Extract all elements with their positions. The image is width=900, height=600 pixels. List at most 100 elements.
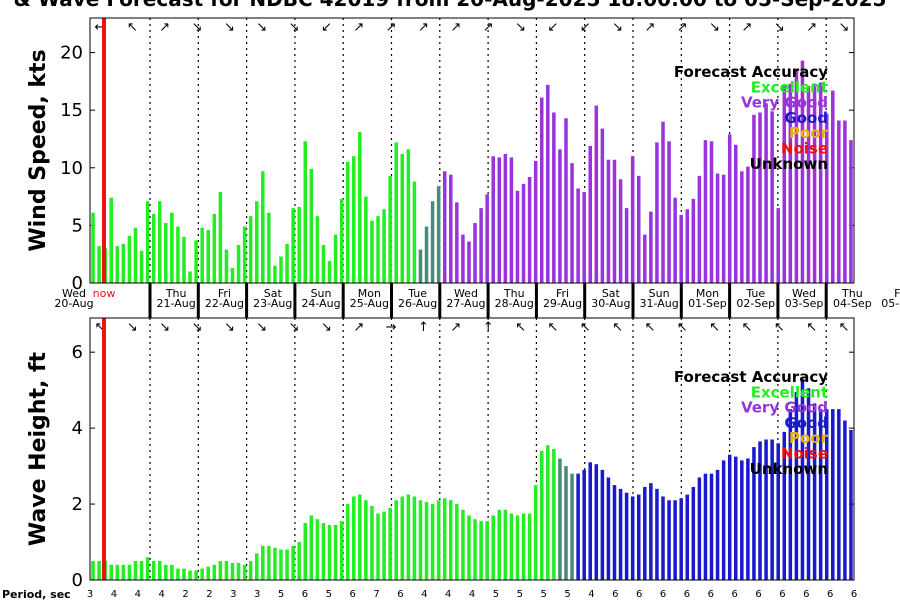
bar [843,420,847,580]
bar [406,494,411,580]
bar [297,206,301,283]
day-separator [776,283,780,318]
bar [109,564,113,580]
bar [727,134,732,283]
bar [624,492,629,580]
bar [358,132,362,283]
day-name-label: Wed [454,287,478,300]
direction-arrow: ↗ [806,20,817,35]
direction-arrow: ↑ [483,320,494,335]
legend-item: Noise [781,445,828,463]
direction-arrow: ↖ [742,320,753,335]
day-separator [486,283,490,318]
bar [649,483,653,580]
direction-arrow: ↗ [677,20,688,35]
period-value: 5 [564,589,570,600]
bar [242,564,247,580]
legend-item: Very Good [741,94,828,112]
bar [339,521,344,580]
date-label: 24-Aug [301,297,340,310]
legend-item: Excellent [751,78,828,96]
bar [509,157,514,283]
direction-arrow: ↖ [127,20,138,35]
bar [734,456,738,580]
bar [618,179,623,283]
bar [358,494,362,580]
day-separator [534,283,538,318]
bar [782,85,787,283]
period-value: 4 [469,589,475,600]
bar [539,450,544,580]
bar [230,562,235,580]
period-value: 6 [755,589,761,600]
bar [806,85,811,283]
bar [449,174,453,283]
date-label: 25-Aug [350,297,389,310]
bar [727,454,732,580]
period-value: 6 [684,589,690,600]
bar [655,488,659,580]
bar [649,211,653,283]
bar [600,128,605,283]
bar [442,171,447,283]
bar [291,208,295,283]
bar [721,460,726,580]
bar [624,208,629,283]
bar [606,477,611,580]
bar [812,403,817,580]
day-separator [728,283,732,318]
bar [576,188,580,283]
period-value: 5 [540,589,546,600]
date-label: 31-Aug [640,297,679,310]
bar [606,159,611,283]
bar [843,120,847,283]
direction-arrow: ↖ [612,320,623,335]
bar [254,201,259,283]
y-axis-label: Wave Height, ft [26,351,51,546]
bar [794,392,799,580]
bar [412,181,417,283]
bar [588,145,592,283]
day-label-row: Wed20-AugThu21-AugFri22-AugSat23-AugSun2… [54,282,900,318]
date-label: 23-Aug [253,297,292,310]
y-tick-label: 15 [60,100,83,121]
direction-arrow: ↘ [256,320,267,335]
bar [424,502,429,580]
bar [715,173,720,283]
bar [206,230,210,283]
period-value: 4 [135,589,141,600]
bar [800,378,805,580]
bar [509,513,514,580]
wave-height-panel: Wave Height, ft 0 2 4 6 ↖ ↘ ↘ ↘ ↘ ↘ ↘ ↘ ↗ → ↑ ↗ ↑ ↖ ↖ ↖ ↖ ↖ ↖ ↖ ↖… [26,317,855,591]
bar [515,190,520,283]
legend-item: Unknown [750,460,828,478]
bar [564,118,568,284]
bar [127,235,132,283]
legend-item: Poor [789,429,829,447]
bar [267,212,271,283]
direction-arrow: ↘ [321,320,332,335]
day-separator [196,283,200,318]
direction-arrow: ↖ [95,320,106,335]
y-tick-label: 20 [60,43,83,64]
day-separator [631,283,635,318]
bar [667,141,671,283]
direction-arrow: ← [95,20,106,35]
bar [612,159,617,283]
date-label: 27-Aug [446,297,485,310]
bar [248,216,253,283]
bar [291,545,295,580]
legend-item: Very Good [741,399,828,417]
bar [636,494,641,580]
bar [164,223,168,283]
bar [734,144,738,283]
direction-arrow: ↘ [224,320,235,335]
bar [303,141,308,283]
bar [436,500,441,580]
bar [630,156,635,283]
bar [503,509,508,580]
bar [818,82,823,284]
period-value: 6 [612,589,618,600]
bar [285,243,289,283]
period-axis-label: Period, sec [2,588,71,600]
